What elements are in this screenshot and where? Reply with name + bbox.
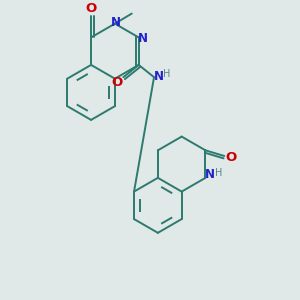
Text: N: N <box>138 32 148 45</box>
Text: O: O <box>85 2 97 15</box>
Text: O: O <box>112 76 123 88</box>
Text: O: O <box>226 152 237 164</box>
Text: N: N <box>111 16 121 29</box>
Text: N: N <box>154 70 164 83</box>
Text: H: H <box>214 168 222 178</box>
Text: H: H <box>163 69 170 79</box>
Text: N: N <box>204 168 214 182</box>
